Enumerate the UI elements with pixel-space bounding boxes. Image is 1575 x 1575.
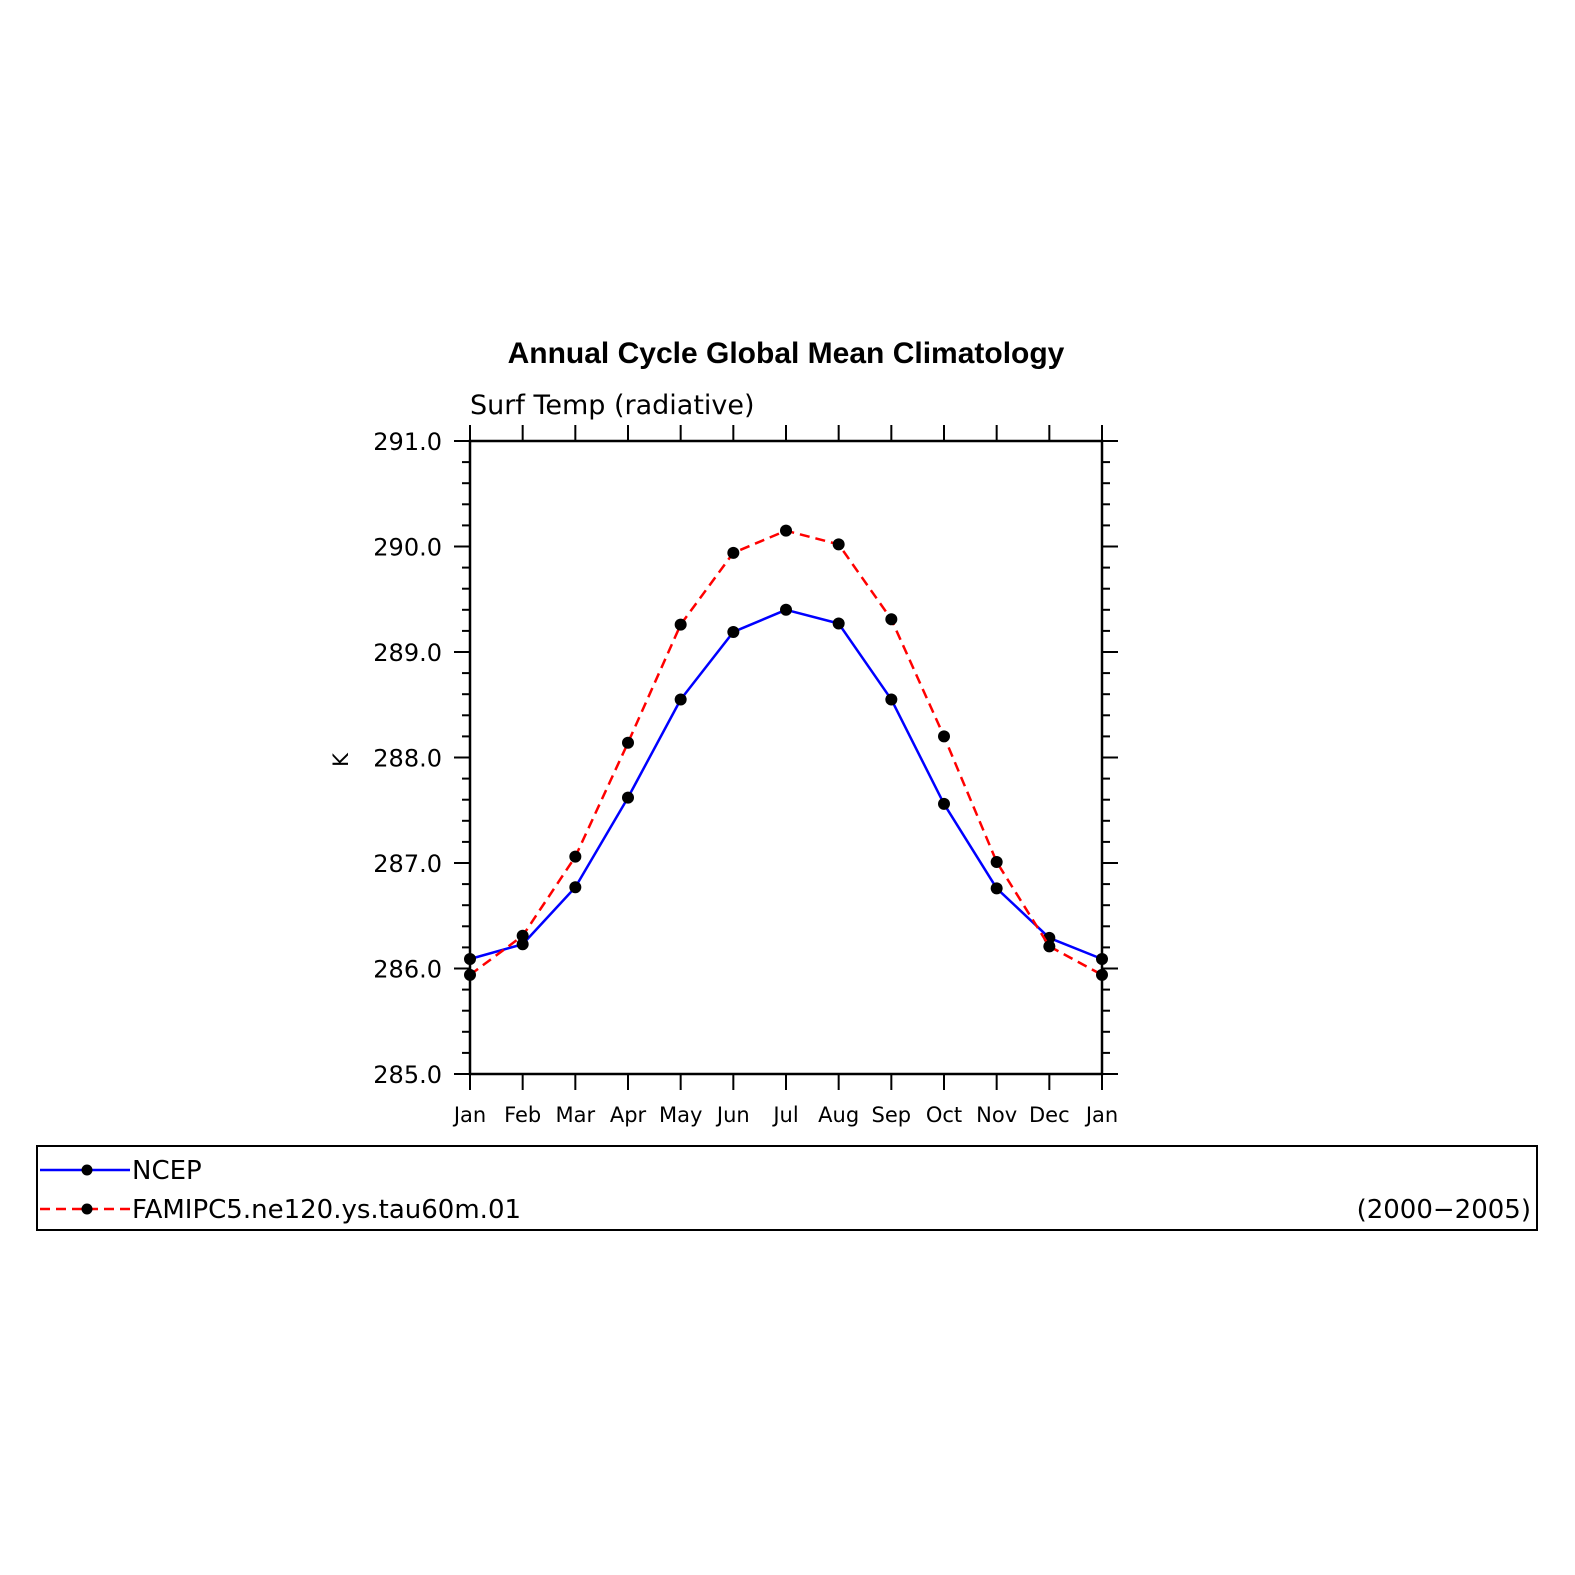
- data-point: [938, 730, 950, 743]
- y-tick-label: 287.0: [373, 850, 442, 878]
- x-tick-label: Dec: [1029, 1103, 1070, 1127]
- data-point: [832, 617, 845, 630]
- y-tick-label: 289.0: [373, 639, 442, 667]
- chart-title: Annual Cycle Global Mean Climatology: [508, 337, 1065, 370]
- x-tick-label: May: [659, 1103, 702, 1127]
- legend-entry-famipc5: FAMIPC5.ne120.ys.tau60m.01: [40, 1195, 521, 1225]
- legend-entry-ncep: NCEP: [40, 1156, 202, 1186]
- legend-label-ncep: NCEP: [132, 1156, 202, 1186]
- series-1: [464, 524, 1108, 981]
- data-point: [622, 791, 634, 804]
- data-point: [727, 546, 740, 559]
- x-tick-label: Jun: [715, 1103, 750, 1127]
- y-tick-label: 286.0: [373, 956, 442, 984]
- legend-marker-famipc5: [81, 1203, 93, 1215]
- series-0: [464, 603, 1108, 966]
- x-tick-label: Jan: [452, 1103, 486, 1127]
- data-point: [1043, 940, 1056, 953]
- legend-label-famipc5: FAMIPC5.ne120.ys.tau60m.01: [132, 1195, 521, 1225]
- y-tick-label: 285.0: [373, 1061, 442, 1089]
- data-point: [516, 938, 529, 951]
- data-point: [569, 850, 582, 863]
- x-tick-label: Jul: [771, 1103, 798, 1127]
- data-point: [464, 953, 476, 966]
- legend-marker-ncep: [81, 1164, 93, 1176]
- x-tick-label: Oct: [926, 1103, 962, 1127]
- data-point: [622, 736, 634, 749]
- x-tick-label: Jan: [1084, 1103, 1118, 1127]
- data-point: [569, 881, 582, 894]
- series-line: [469, 529, 1103, 976]
- data-point: [464, 968, 476, 981]
- data-point: [780, 524, 792, 537]
- data-point: [885, 613, 898, 626]
- y-tick-label: 290.0: [373, 534, 442, 562]
- legend-period-note: (2000−2005): [1357, 1195, 1531, 1225]
- series-layer: [464, 524, 1108, 981]
- legend-box: [36, 1145, 1538, 1231]
- x-tick-label: Apr: [610, 1103, 647, 1127]
- data-point: [1096, 968, 1108, 981]
- x-tick-label: Sep: [872, 1103, 912, 1127]
- chart-subtitle: Surf Temp (radiative): [470, 390, 755, 421]
- x-tick-label: Feb: [504, 1103, 541, 1127]
- legend: NCEP FAMIPC5.ne120.ys.tau60m.01 (2000−20…: [36, 1145, 1538, 1231]
- data-point: [990, 855, 1003, 868]
- data-point: [516, 929, 529, 942]
- y-axis-label: K: [329, 752, 353, 767]
- y-tick-label: 291.0: [373, 428, 442, 456]
- data-point: [885, 693, 898, 706]
- data-point: [990, 882, 1003, 895]
- x-tick-label: Nov: [976, 1103, 1017, 1127]
- data-point: [832, 538, 845, 551]
- x-tick-label: Mar: [556, 1103, 596, 1127]
- series-line: [469, 608, 1103, 961]
- x-tick-label: Aug: [818, 1103, 859, 1127]
- data-point: [1096, 953, 1108, 966]
- plot-axes: 285.0 286.0 287.0 288.0 289.0 290.0 291.0 Jan Fe…: [373, 425, 1118, 1127]
- data-point: [780, 603, 792, 616]
- data-point: [674, 693, 687, 706]
- data-point: [938, 797, 950, 810]
- data-point: [727, 625, 740, 638]
- y-tick-label: 288.0: [373, 745, 442, 773]
- data-point: [674, 618, 687, 631]
